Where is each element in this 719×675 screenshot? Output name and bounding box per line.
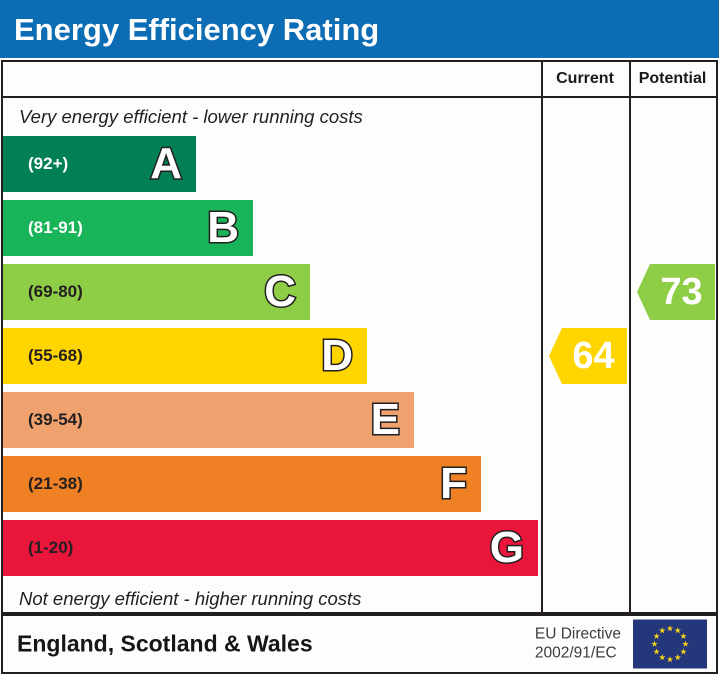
footer-region-label: England, Scotland & Wales	[17, 630, 313, 657]
eu-star	[659, 627, 666, 634]
band-letter-g: G	[488, 523, 525, 572]
caption-efficient: Very energy efficient - lower running co…	[19, 106, 363, 127]
title-band: Energy Efficiency Rating	[0, 0, 719, 58]
rating-band-f: (21-38) F	[3, 456, 481, 512]
eu-star	[653, 648, 660, 655]
rating-band-c: (69-80) C	[3, 264, 310, 320]
caption-inefficient: Not energy efficient - higher running co…	[19, 588, 362, 609]
eu-star	[666, 625, 674, 632]
band-letter-d: D	[320, 331, 355, 380]
rating-band-d: (55-68) D	[3, 328, 367, 384]
eu-star	[659, 654, 666, 661]
band-letter-b: B	[206, 203, 241, 252]
band-range-e: (39-54)	[28, 410, 83, 429]
band-range-d: (55-68)	[28, 346, 83, 365]
band-letter-e: E	[369, 395, 401, 444]
column-header-potential: Potential	[638, 70, 707, 87]
rating-band-b: (81-91) B	[3, 200, 253, 256]
rating-table: Current Potential Very energy efficient …	[1, 60, 718, 614]
rating-badge-potential: 73	[637, 264, 715, 320]
eu-flag-icon	[633, 619, 707, 669]
divider-current-column	[541, 62, 543, 612]
band-range-a: (92+)	[28, 154, 69, 173]
footer-directive-label: EU Directive 2002/91/EC	[535, 625, 621, 664]
rating-band-g: (1-20) G	[3, 520, 538, 576]
band-range-f: (21-38)	[28, 474, 83, 493]
page-title: Energy Efficiency Rating	[14, 11, 380, 47]
rating-band-a: (92+) A	[3, 136, 196, 192]
rating-band-e: (39-54) E	[3, 392, 414, 448]
eu-star	[653, 632, 660, 639]
eu-star	[674, 627, 681, 634]
band-range-b: (81-91)	[28, 218, 83, 237]
band-range-c: (69-80)	[28, 282, 83, 301]
band-letter-a: A	[149, 139, 184, 188]
directive-line-1: EU Directive	[534, 625, 621, 643]
eu-flag-stars	[651, 625, 689, 663]
eu-star	[682, 640, 689, 647]
eu-star	[680, 648, 687, 655]
column-header-current: Current	[556, 70, 614, 87]
eu-star	[674, 654, 681, 661]
rating-value-current: 64	[572, 335, 615, 377]
rating-bands: (92+) A (81-91) B (69-80) C (55-68) D (39-54) E (2…	[3, 136, 539, 586]
rating-badge-current: 64	[549, 328, 627, 384]
band-letter-c: C	[263, 267, 298, 316]
divider-potential-column	[629, 62, 631, 612]
eu-star	[651, 640, 658, 647]
band-letter-f: F	[439, 459, 469, 508]
eu-star	[666, 656, 674, 663]
eu-star	[680, 632, 687, 639]
footer: England, Scotland & Wales EU Directive 2…	[1, 614, 718, 674]
rating-value-potential: 73	[660, 271, 703, 313]
column-header-row: Current Potential	[3, 62, 716, 98]
band-range-g: (1-20)	[28, 538, 74, 557]
directive-line-2: 2002/91/EC	[534, 645, 617, 662]
